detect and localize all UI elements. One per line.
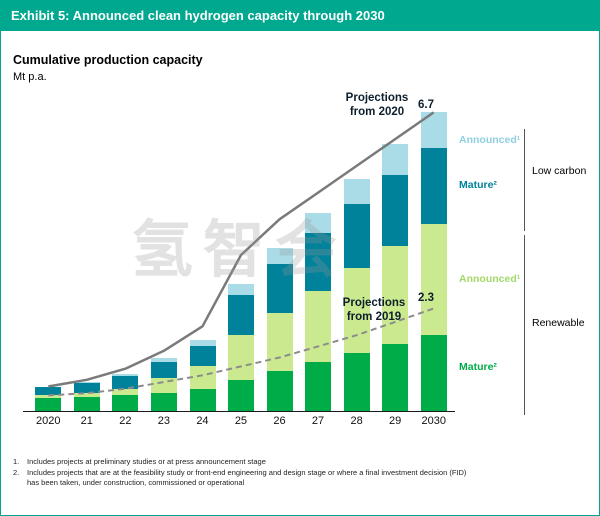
exhibit-header: Exhibit 5: Announced clean hydrogen capa…	[1, 1, 599, 31]
bar-segment	[228, 335, 254, 380]
bar-segment	[73, 396, 100, 411]
bar-segment	[305, 290, 332, 362]
line-projection-2020	[48, 111, 435, 388]
legend-renewable-mature: Mature²	[459, 361, 497, 373]
bar-23	[150, 357, 177, 411]
bar-segment	[150, 362, 177, 378]
bar-segment	[266, 313, 293, 371]
bar-segment	[343, 353, 370, 411]
legend-lowcarbon-mature: Mature²	[459, 179, 497, 191]
x-axis-label: 28	[350, 415, 363, 427]
bar-segment	[266, 264, 293, 314]
line-projection-2019	[48, 307, 435, 397]
chart-unit-label: Mt p.a.	[13, 71, 47, 83]
legend-renewable-announced: Announced¹	[459, 273, 521, 285]
footnotes: 1. Includes projects at preliminary stud…	[13, 457, 473, 489]
bar-27	[305, 212, 332, 411]
x-axis-label: 24	[196, 415, 209, 427]
projection-2020-label: Projections from 2020	[345, 92, 409, 119]
bar-segment	[343, 268, 370, 354]
projection-2020-end-value: 6.7	[418, 99, 434, 111]
bar-26	[266, 248, 293, 411]
bar-2020	[35, 386, 62, 411]
bar-21	[73, 382, 100, 411]
x-axis-label: 27	[311, 415, 325, 427]
bar-segment	[112, 395, 139, 411]
x-axis-label: 22	[119, 415, 132, 427]
bar-segment	[189, 346, 216, 367]
bar-segment	[228, 295, 254, 336]
bar-segment	[73, 393, 100, 397]
footnote-2: 2. Includes projects that are at the fea…	[13, 468, 473, 489]
bar-segment	[112, 374, 139, 377]
bar-segment	[112, 376, 139, 389]
bar-segment	[189, 366, 216, 389]
bar-segment	[228, 284, 254, 296]
bar-segment	[228, 379, 254, 411]
bar-segment	[35, 397, 62, 411]
bar-segment	[112, 388, 139, 396]
bar-segment	[420, 223, 447, 336]
x-axis-label: 21	[80, 415, 93, 427]
bar-segment	[305, 212, 332, 233]
bar-segment	[305, 362, 332, 411]
x-axis-label: 26	[273, 415, 286, 427]
x-axis-label: 23	[157, 415, 170, 427]
legend-group-renewable: Renewable	[532, 317, 585, 329]
legend-group-lowcarbon: Low carbon	[532, 165, 587, 177]
bar-segment	[420, 148, 447, 224]
bar-segment	[150, 393, 177, 411]
bar-segment	[382, 246, 409, 345]
bar-segment	[420, 335, 447, 411]
chart-plot-area	[23, 99, 455, 412]
footnote-1: 1. Includes projects at preliminary stud…	[13, 457, 473, 468]
legend-lowcarbon-announced: Announced¹	[459, 134, 521, 146]
bar-25	[228, 284, 254, 411]
bar-segment	[382, 344, 409, 411]
x-axis-label: 29	[389, 415, 402, 427]
bar-segment	[35, 395, 62, 398]
footnote-1-number: 1.	[13, 457, 20, 466]
bar-segment	[382, 174, 409, 247]
bar-segment	[343, 203, 370, 269]
bar-segment	[343, 179, 370, 204]
bar-29	[382, 143, 409, 411]
bar-segment	[266, 248, 293, 265]
projection-2019-end-value: 2.3	[418, 292, 434, 304]
lowcarbon-bracket-line	[524, 129, 525, 231]
bar-segment	[189, 339, 216, 347]
bar-segment	[35, 386, 62, 396]
chart-title: Cumulative production capacity	[13, 53, 203, 67]
renewable-bracket-line	[524, 235, 525, 415]
exhibit-title: Exhibit 5: Announced clean hydrogen capa…	[11, 8, 385, 23]
bar-segment	[382, 143, 409, 175]
footnote-2-text: Includes projects that are at the feasib…	[27, 467, 467, 488]
x-axis-label: 2020	[36, 415, 61, 427]
bar-22	[112, 374, 139, 411]
projection-lines	[48, 111, 435, 397]
bar-segment	[305, 232, 332, 291]
x-axis-label: 2030	[421, 415, 446, 427]
footnote-2-number: 2.	[13, 467, 20, 477]
footnote-1-text: Includes projects at preliminary studies…	[27, 457, 266, 466]
bar-segment	[73, 383, 100, 394]
bar-segment	[150, 357, 177, 363]
x-axis-label: 25	[234, 415, 248, 427]
bar-segment	[266, 370, 293, 411]
bar-24	[189, 339, 216, 411]
bar-segment	[73, 382, 100, 384]
bar-segment	[189, 388, 216, 411]
bar-28	[343, 179, 370, 411]
projection-2019-label: Projections from 2019	[342, 297, 406, 324]
x-axis-labels: 2020 21 22 23 24 25 26 27 28 29 2030	[29, 415, 453, 429]
x-axis-line	[23, 411, 455, 412]
